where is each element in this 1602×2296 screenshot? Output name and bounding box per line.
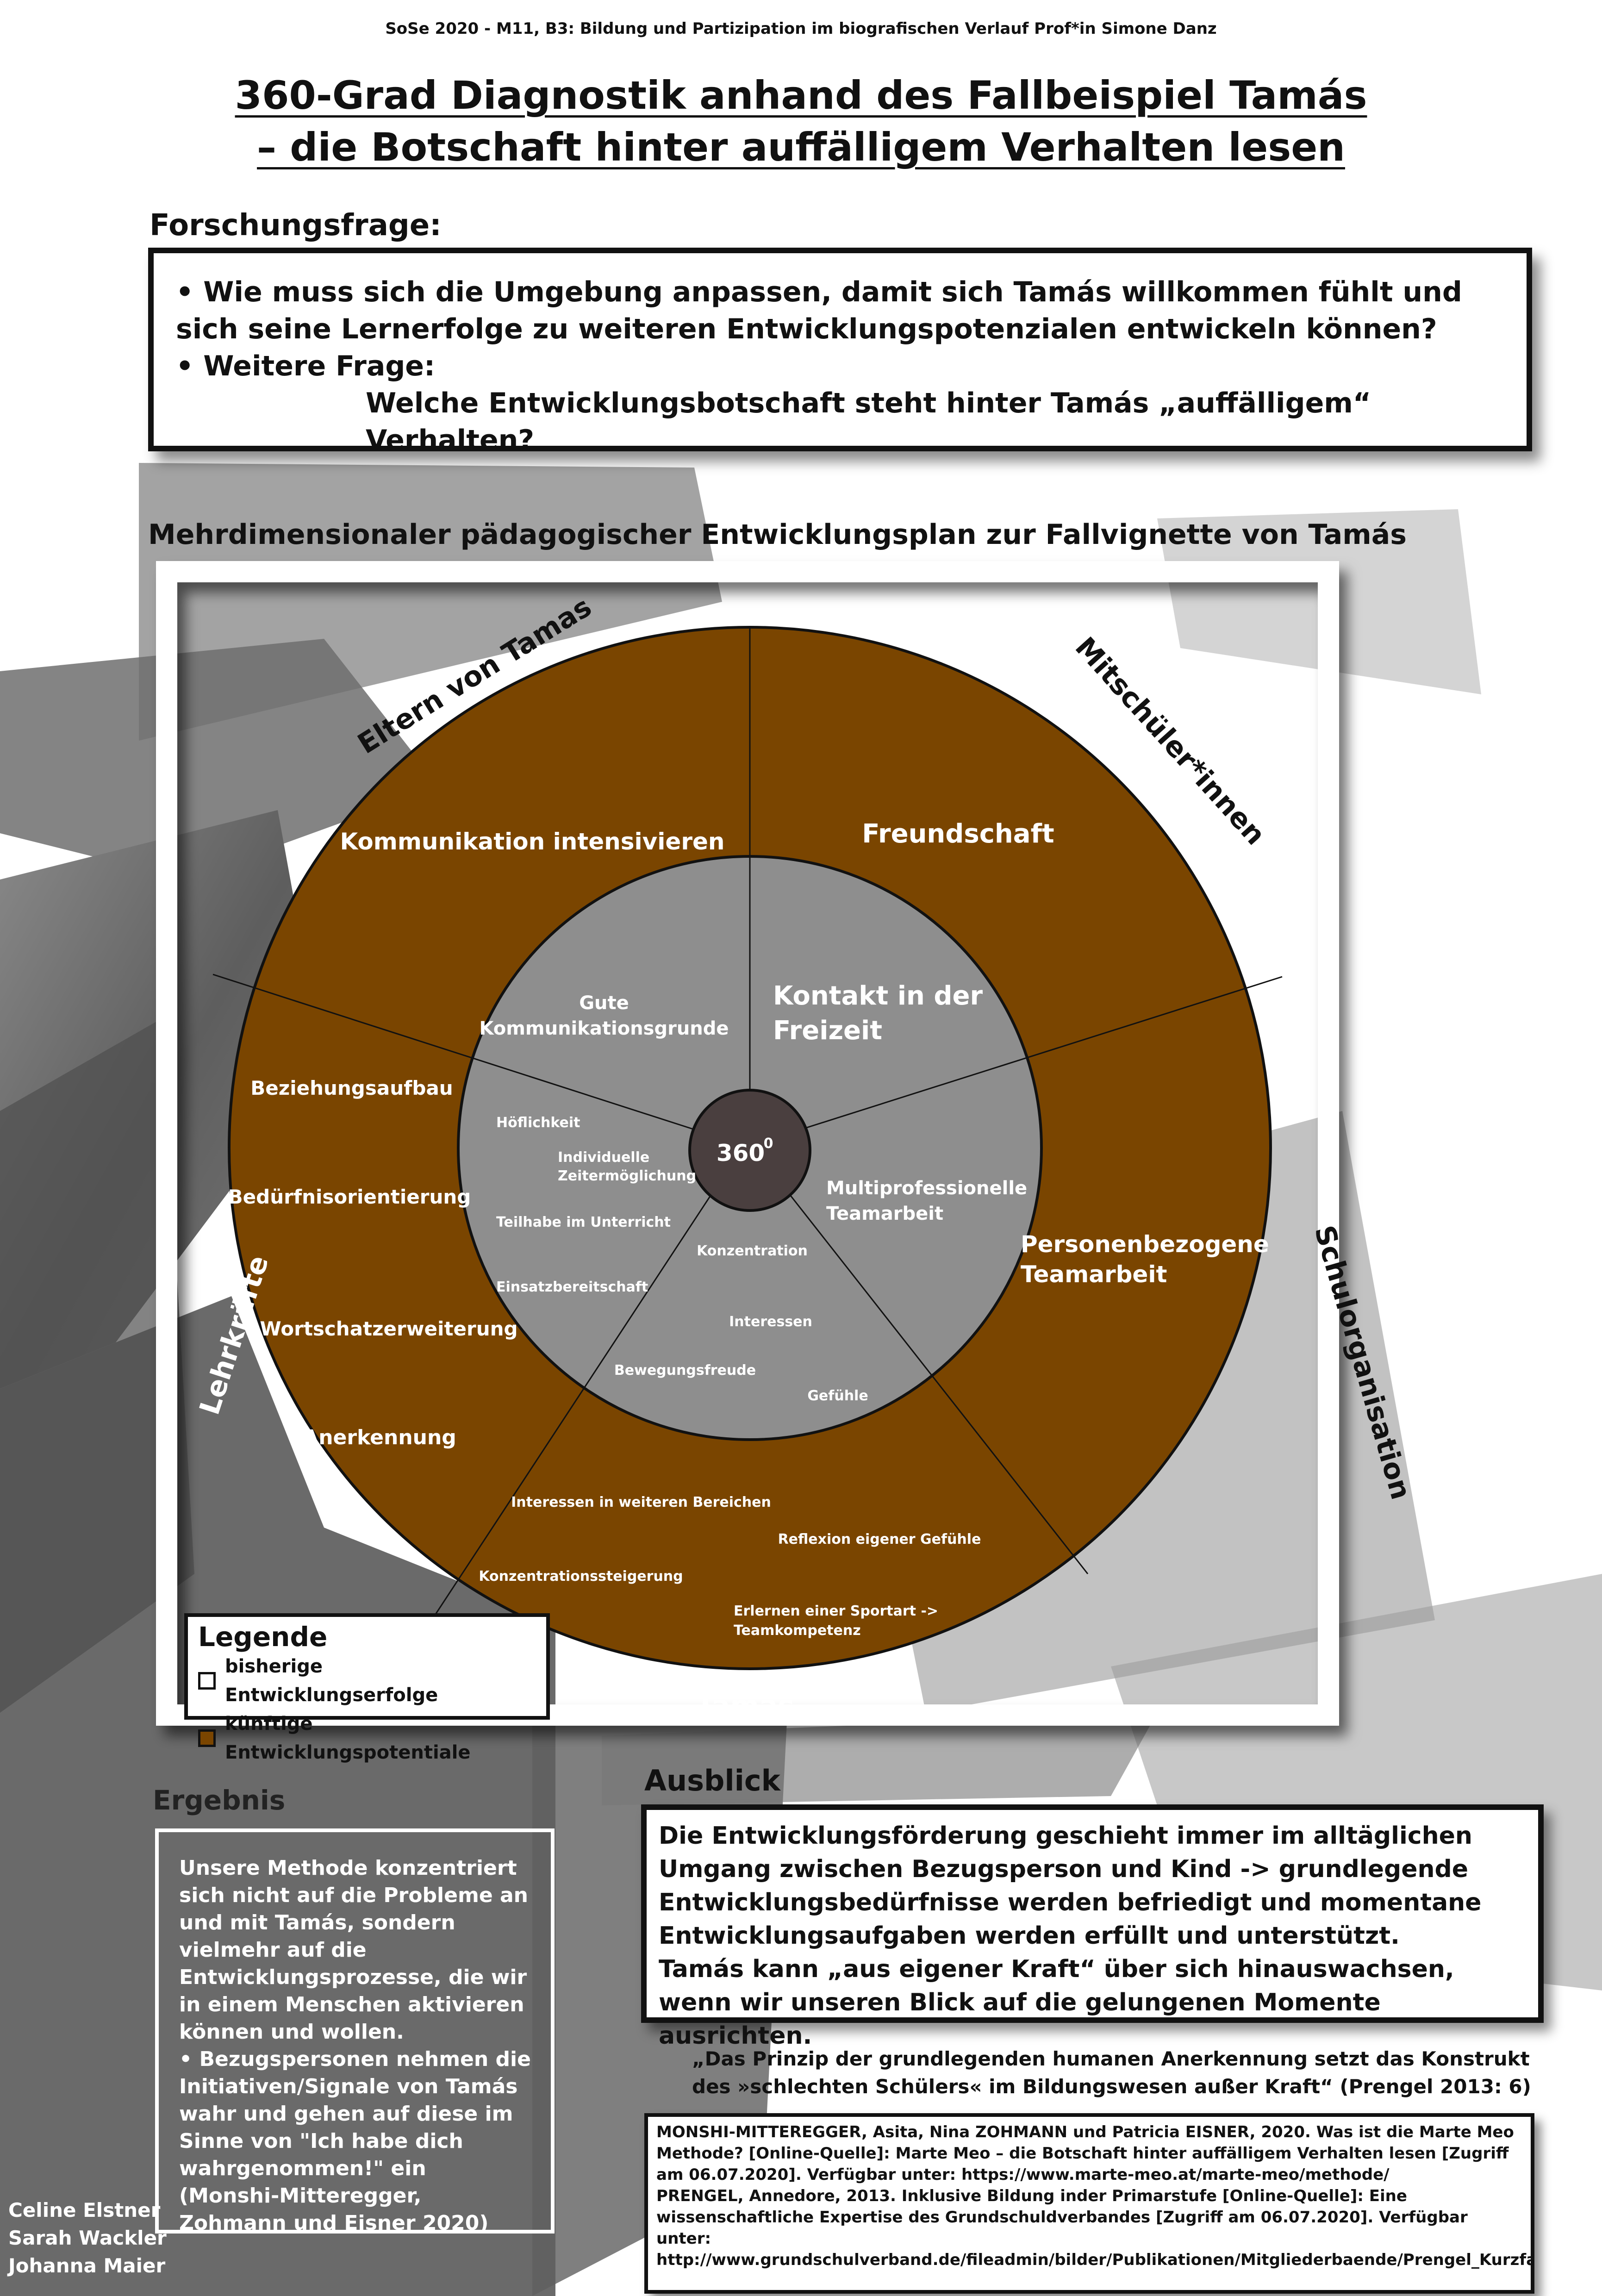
author-3: Johanna Maier [8,2254,166,2277]
sources-box: MONSHI-MITTEREGGER, Asita, Nina ZOHMANN … [644,2113,1534,2294]
plan-heading: Mehrdimensionaler pädagogischer Entwickl… [148,518,1407,551]
outer-personenbezogene-1: Personenbezogene [1021,1231,1269,1258]
inner-hoeflichkeit: Höflichkeit [496,1115,580,1131]
title-line-1: 360-Grad Diagnostik anhand des Fallbeisp… [235,73,1367,118]
sector-label-tamas: Tamás [696,1690,794,1722]
outer-sportart-1: Erlernen einer Sportart -> [734,1603,938,1619]
inner-interessen: Interessen [729,1314,812,1330]
center-label: 360 [717,1140,765,1167]
legend-item-future: künftige Entwicklungspotentiale [198,1710,536,1767]
research-question-box: • Wie muss sich die Umgebung anpassen, d… [148,248,1532,456]
center-degree: 0 [764,1136,773,1152]
legend-item-past: bisherige Entwicklungserfolge [198,1652,536,1710]
ergebnis-heading: Ergebnis [153,1784,286,1816]
outer-beziehungsaufbau: Beziehungsaufbau [250,1077,453,1099]
sector-dividers [212,627,1283,1658]
ergebnis-text: Unsere Methode konzentriert sich nicht a… [179,1856,528,2044]
outer-personenbezogene-2: Teamarbeit [1021,1261,1167,1288]
outer-beduerfnisorientierung: Bedürfnisorientierung [228,1185,471,1208]
ausblick-heading: Ausblick [644,1764,780,1797]
ergebnis-bullet: • Bezugspersonen nehmen die Initiativen/… [179,2047,531,2180]
inner-bewegungsfreude: Bewegungsfreude [614,1362,756,1379]
outer-konzentrationssteigerung: Konzentrationssteigerung [479,1568,683,1585]
course-header: SoSe 2020 - M11, B3: Bildung und Partizi… [385,19,1217,38]
research-bullet-1: • Wie muss sich die Umgebung anpassen, d… [176,276,1462,345]
inner-zeit-2: Zeitermöglichung [558,1168,696,1184]
research-bullet-2-text: Welche Entwicklungsbotschaft steht hinte… [366,387,1371,456]
legend-swatch-future [198,1729,216,1747]
outer-kommunikation: Kommunikation intensivieren [340,828,725,855]
outer-interessen-weiter: Interessen in weiteren Bereichen [511,1494,771,1510]
outer-freundschaft: Freundschaft [862,819,1054,849]
inner-konzentration: Konzentration [697,1243,808,1259]
inner-gute-1: Gute [579,992,629,1014]
inner-teilhabe: Teilhabe im Unterricht [496,1214,671,1230]
author-2: Sarah Wackler [8,2227,167,2249]
inner-kontakt-2: Freizeit [773,1016,882,1046]
inner-kontakt-1: Kontakt in der [773,981,983,1011]
diagram-frame [156,561,1339,1726]
source-2: PRENGEL, Annedore, 2013. Inklusive Bildu… [656,2187,1534,2269]
inner-gefuehle: Gefühle [807,1388,868,1404]
outer-reflexion: Reflexion eigener Gefühle [778,1531,981,1547]
legend-label-future: künftige Entwicklungspotentiale [225,1713,471,1763]
legend-box: Legende bisherige Entwicklungserfolge kü… [184,1613,550,1763]
inner-gute-2: Kommunikationsgrunde [479,1018,729,1039]
author-1: Celine Elstner [8,2199,161,2221]
ausblick-box: Die Entwicklungsförderung geschieht imme… [641,1804,1544,2050]
ergebnis-citation: (Monshi-Mitteregger, Zohmann und Eisner … [179,2184,489,2235]
title-line-2: – die Botschaft hinter auffälligem Verha… [257,125,1345,170]
source-1: MONSHI-MITTEREGGER, Asita, Nina ZOHMANN … [656,2123,1514,2184]
inner-multi-2: Teamarbeit [826,1203,943,1224]
inner-zeit-1: Individuelle [558,1149,649,1166]
ergebnis-box: Unsere Methode konzentriert sich nicht a… [155,1828,555,2235]
ausblick-text-1: Die Entwicklungsförderung geschieht imme… [659,1822,1482,1950]
legend-label-past: bisherige Entwicklungserfolge [225,1656,438,1706]
research-heading: Forschungsfrage: [150,208,442,243]
outer-anerkennung: Anerkennung [303,1426,456,1449]
outer-wortschatzerweiterung: Wortschatzerweiterung [260,1317,517,1340]
ausblick-text-2: Tamás kann „aus eigener Kraft“ über sich… [659,1955,1454,2050]
author-list: Celine Elstner Sarah Wackler Johanna Mai… [8,2196,167,2280]
center-circle [688,1089,811,1212]
inner-multi-1: Multiprofessionelle [826,1178,1027,1199]
legend-title: Legende [198,1621,328,1653]
outer-sportart-2: Teamkompetenz [734,1622,861,1639]
legend-swatch-past [198,1672,216,1690]
page-title: 360-Grad Diagnostik anhand des Fallbeisp… [185,69,1417,173]
prengel-quote: „Das Prinzip der grundlegenden humanen A… [692,2047,1531,2098]
research-bullet-2: • Weitere Frage: [176,350,435,382]
inner-einsatzbereitschaft: Einsatzbereitschaft [496,1279,648,1295]
